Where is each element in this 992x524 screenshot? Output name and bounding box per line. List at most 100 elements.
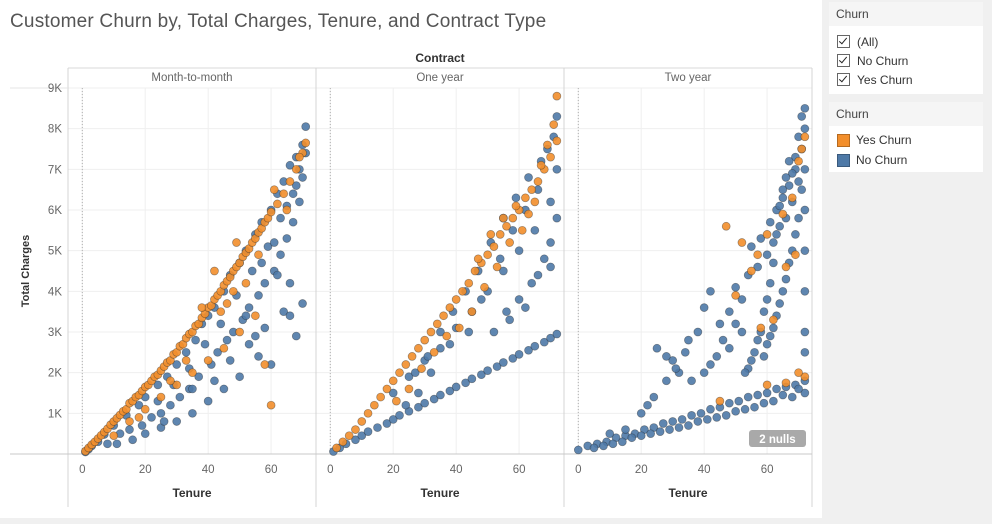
data-point-no-churn bbox=[772, 384, 781, 394]
data-point-no-churn bbox=[508, 354, 518, 363]
data-point-no-churn bbox=[712, 413, 722, 422]
data-point-no-churn bbox=[759, 398, 769, 408]
x-axis-title: Tenure bbox=[172, 486, 211, 500]
data-point-no-churn bbox=[636, 408, 646, 418]
data-point-no-churn bbox=[781, 173, 791, 182]
data-point-no-churn bbox=[521, 303, 530, 312]
checkbox-checked-icon[interactable] bbox=[837, 73, 850, 86]
data-point-no-churn bbox=[724, 398, 734, 408]
data-point-yes-churn bbox=[228, 286, 238, 296]
data-point-no-churn bbox=[357, 431, 367, 441]
data-point-no-churn bbox=[649, 392, 659, 402]
checkbox-checked-icon[interactable] bbox=[837, 54, 850, 67]
panel-header-2: Two year bbox=[665, 72, 712, 84]
data-point-yes-churn bbox=[219, 343, 229, 353]
filter-item-all[interactable]: (All) bbox=[829, 32, 983, 51]
data-point-yes-churn bbox=[203, 356, 213, 365]
data-point-no-churn bbox=[251, 331, 260, 341]
data-point-yes-churn bbox=[134, 413, 144, 422]
data-point-no-churn bbox=[662, 352, 671, 361]
filter-item-yes-churn[interactable]: Yes Churn bbox=[829, 70, 983, 89]
data-point-no-churn bbox=[800, 347, 810, 357]
data-point-no-churn bbox=[731, 282, 740, 292]
data-point-yes-churn bbox=[464, 278, 474, 288]
data-point-no-churn bbox=[753, 390, 763, 400]
data-point-yes-churn bbox=[517, 225, 527, 235]
data-point-no-churn bbox=[731, 319, 740, 329]
data-point-no-churn bbox=[373, 423, 382, 432]
data-point-no-churn bbox=[420, 398, 430, 408]
x-tick-label: 40 bbox=[698, 464, 711, 476]
data-point-no-churn bbox=[546, 238, 555, 247]
legend-item-yes-churn[interactable]: Yes Churn bbox=[829, 130, 983, 150]
data-point-no-churn bbox=[351, 435, 360, 445]
data-point-yes-churn bbox=[439, 311, 448, 321]
x-tick-label: 20 bbox=[635, 464, 648, 476]
data-point-yes-churn bbox=[235, 327, 244, 337]
data-point-yes-churn bbox=[499, 213, 508, 223]
data-point-yes-churn bbox=[508, 213, 518, 223]
data-point-no-churn bbox=[724, 343, 734, 353]
data-point-yes-churn bbox=[338, 437, 348, 447]
data-point-no-churn bbox=[769, 323, 778, 333]
data-point-no-churn bbox=[539, 254, 549, 264]
data-point-yes-churn bbox=[505, 238, 515, 247]
data-point-no-churn bbox=[282, 234, 292, 243]
data-point-yes-churn bbox=[216, 307, 226, 317]
data-point-yes-churn bbox=[232, 238, 241, 247]
data-point-no-churn bbox=[702, 415, 712, 424]
data-point-no-churn bbox=[495, 254, 505, 264]
data-point-yes-churn bbox=[715, 396, 725, 406]
data-point-no-churn bbox=[445, 386, 455, 396]
data-point-yes-churn bbox=[166, 376, 175, 386]
data-point-yes-churn bbox=[266, 207, 276, 217]
y-tick-label: 4K bbox=[48, 286, 62, 298]
data-point-no-churn bbox=[137, 421, 147, 430]
data-point-yes-churn bbox=[181, 356, 191, 365]
data-point-no-churn bbox=[715, 319, 725, 329]
data-point-yes-churn bbox=[442, 331, 452, 341]
legend-item-no-churn[interactable]: No Churn bbox=[829, 150, 983, 170]
legend-title: Churn bbox=[829, 102, 983, 126]
data-point-yes-churn bbox=[285, 177, 295, 186]
data-point-yes-churn bbox=[109, 431, 119, 441]
data-point-no-churn bbox=[263, 242, 273, 251]
y-tick-label: 6K bbox=[48, 205, 62, 217]
data-point-yes-churn bbox=[451, 295, 461, 304]
data-point-no-churn bbox=[759, 307, 769, 317]
data-point-no-churn bbox=[800, 327, 810, 337]
checkbox-checked-icon[interactable] bbox=[837, 35, 850, 48]
data-point-no-churn bbox=[794, 177, 803, 186]
data-point-no-churn bbox=[706, 404, 715, 414]
data-point-no-churn bbox=[410, 368, 420, 378]
data-point-no-churn bbox=[436, 390, 445, 400]
data-point-no-churn bbox=[291, 331, 301, 341]
data-point-no-churn bbox=[800, 388, 810, 398]
data-point-no-churn bbox=[737, 295, 747, 304]
data-point-yes-churn bbox=[407, 352, 417, 361]
data-point-yes-churn bbox=[357, 417, 367, 426]
data-point-no-churn bbox=[285, 311, 295, 321]
data-point-no-churn bbox=[499, 358, 508, 367]
data-point-yes-churn bbox=[273, 199, 282, 209]
data-point-no-churn bbox=[724, 307, 734, 317]
data-point-no-churn bbox=[134, 400, 144, 410]
data-point-no-churn bbox=[533, 270, 543, 280]
filter-item-no-churn[interactable]: No Churn bbox=[829, 51, 983, 70]
data-point-no-churn bbox=[147, 413, 156, 422]
data-point-no-churn bbox=[298, 173, 307, 182]
data-point-no-churn bbox=[731, 406, 740, 416]
data-point-no-churn bbox=[156, 408, 166, 418]
x-axis-title: Tenure bbox=[668, 486, 707, 500]
data-point-no-churn bbox=[423, 352, 433, 361]
data-point-no-churn bbox=[552, 329, 562, 339]
column-header-contract: Contract bbox=[415, 51, 464, 65]
data-point-no-churn bbox=[429, 394, 439, 404]
data-point-yes-churn bbox=[426, 327, 436, 337]
data-point-no-churn bbox=[505, 315, 515, 325]
data-point-yes-churn bbox=[282, 205, 292, 215]
data-point-yes-churn bbox=[332, 443, 341, 453]
data-point-no-churn bbox=[756, 234, 766, 243]
data-point-no-churn bbox=[395, 411, 404, 420]
data-point-yes-churn bbox=[295, 152, 304, 162]
